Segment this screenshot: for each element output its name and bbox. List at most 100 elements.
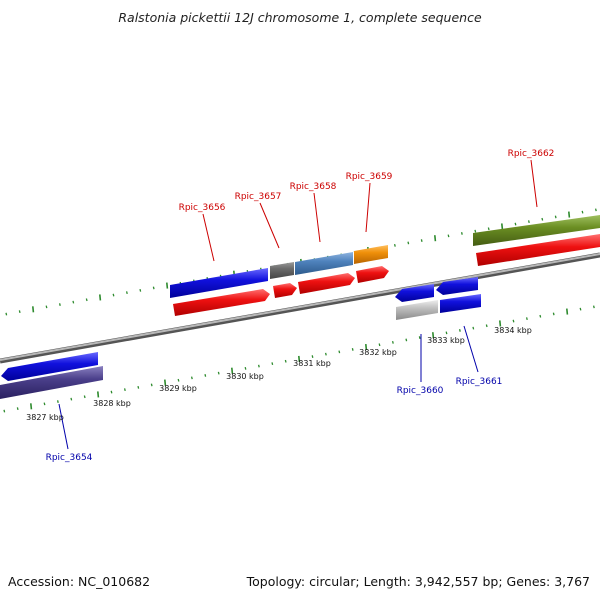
gene-rpic-3657[interactable] xyxy=(270,262,294,279)
axis-label: 3831 kbp xyxy=(293,359,331,368)
lower-cds-row xyxy=(1,277,478,381)
upper-minor-tick xyxy=(460,232,463,235)
upper-major-tick xyxy=(434,235,437,242)
lower-minor-tick xyxy=(324,352,327,356)
top-gene-labels: Rpic_3656 Rpic_3657 Rpic_3658 Rpic_3659 Rpic… xyxy=(179,149,555,213)
lower-minor-tick xyxy=(70,397,73,401)
gene-label-bottom: Rpic_3654 xyxy=(46,453,93,463)
genome-summary-text: Topology: circular; Length: 3,942,557 bp… xyxy=(246,574,590,589)
upper-major-tick xyxy=(166,282,169,289)
cds-rpic-3661[interactable] xyxy=(436,277,478,295)
upper-minor-tick xyxy=(112,293,115,297)
gene-rpic-3661[interactable] xyxy=(440,294,481,313)
axis-label: 3827 kbp xyxy=(26,413,64,422)
cds-rpic-3657[interactable] xyxy=(273,283,297,298)
lower-minor-tick xyxy=(137,385,140,389)
lower-minor-tick xyxy=(485,324,488,328)
lower-minor-tick xyxy=(271,362,274,366)
lower-major-tick xyxy=(566,308,569,315)
cds-rpic-3656[interactable] xyxy=(173,289,270,316)
gene-label-top: Rpic_3659 xyxy=(346,172,393,182)
axis-label: 3830 kbp xyxy=(226,372,264,381)
lower-minor-tick xyxy=(512,319,515,323)
upper-minor-tick xyxy=(487,227,490,231)
upper-minor-tick xyxy=(420,239,423,242)
lower-minor-tick xyxy=(525,317,528,321)
cds-rpic-3662[interactable] xyxy=(476,234,600,266)
upper-major-tick xyxy=(99,294,102,301)
accession-text: Accession: NC_010682 xyxy=(8,574,151,589)
gene-rpic-3656[interactable] xyxy=(170,268,268,298)
upper-minor-tick xyxy=(554,215,557,219)
leader-lines xyxy=(58,159,538,450)
lower-minor-tick xyxy=(16,407,19,411)
lower-major-tick xyxy=(97,391,100,398)
lower-minor-tick xyxy=(445,331,448,335)
lower-minor-tick xyxy=(592,305,595,309)
upper-minor-tick xyxy=(72,300,75,304)
cds-rpic-3658[interactable] xyxy=(298,273,355,294)
bottom-gene-labels: Rpic_3654 Rpic_3660 Rpic_3661 xyxy=(46,377,503,463)
cds-rpic-3660[interactable] xyxy=(395,284,434,302)
cds-rpic-3654[interactable] xyxy=(1,352,98,381)
lower-minor-tick xyxy=(552,312,555,316)
upper-tick-row xyxy=(5,208,597,316)
lower-minor-tick xyxy=(405,338,408,342)
gene-label-bottom: Rpic_3660 xyxy=(397,386,444,396)
upper-minor-tick xyxy=(393,243,396,247)
lower-minor-tick xyxy=(351,348,354,351)
lower-major-tick xyxy=(164,379,167,386)
upper-minor-tick xyxy=(58,303,61,306)
lower-gene-row xyxy=(0,294,481,399)
upper-minor-tick xyxy=(18,310,21,314)
lower-minor-tick xyxy=(190,376,193,380)
lower-minor-tick xyxy=(123,388,126,392)
lower-tick-row xyxy=(3,305,595,413)
lower-minor-tick xyxy=(257,364,260,368)
gene-label-top: Rpic_3658 xyxy=(290,182,337,192)
gene-rpic-3662[interactable] xyxy=(473,215,600,246)
upper-cds-row xyxy=(173,234,600,316)
axis-labels: 3827 kbp 3828 kbp 3829 kbp 3830 kbp 3831 kbp… xyxy=(26,326,532,422)
upper-minor-tick xyxy=(125,291,128,295)
lower-minor-tick xyxy=(472,326,475,330)
lower-minor-tick xyxy=(284,359,287,363)
lower-minor-tick xyxy=(418,336,421,339)
upper-minor-tick xyxy=(85,298,88,302)
gene-rpic-3660[interactable] xyxy=(396,300,438,320)
axis-label: 3834 kbp xyxy=(494,326,532,335)
lower-major-tick xyxy=(365,344,368,351)
upper-major-tick xyxy=(568,211,571,218)
lower-minor-tick xyxy=(43,402,46,406)
lower-minor-tick xyxy=(338,350,341,354)
upper-minor-tick xyxy=(152,286,155,290)
lower-minor-tick xyxy=(579,307,582,311)
lower-minor-tick xyxy=(378,343,381,347)
axis-label: 3828 kbp xyxy=(93,399,131,408)
lower-minor-tick xyxy=(311,355,314,358)
lower-minor-tick xyxy=(150,383,153,387)
upper-minor-tick xyxy=(527,220,530,224)
gene-rpic-3654[interactable] xyxy=(0,366,103,399)
axis-label: 3829 kbp xyxy=(159,384,197,393)
upper-gene-row xyxy=(170,215,600,298)
lower-minor-tick xyxy=(56,400,59,403)
lower-minor-tick xyxy=(391,340,394,344)
lower-major-tick xyxy=(298,355,301,362)
lower-minor-tick xyxy=(539,314,542,318)
upper-minor-tick xyxy=(407,241,410,245)
lower-minor-tick xyxy=(177,378,180,382)
gene-label-top: Rpic_3662 xyxy=(508,149,555,159)
gene-rpic-3659[interactable] xyxy=(354,245,388,264)
axis-label: 3833 kbp xyxy=(427,336,465,345)
lower-minor-tick xyxy=(458,329,461,332)
gene-rpic-3658[interactable] xyxy=(295,252,353,275)
map-title: Ralstonia pickettii 12J chromosome 1, co… xyxy=(118,10,482,25)
upper-minor-tick xyxy=(139,288,142,292)
lower-minor-tick xyxy=(110,390,113,394)
lower-major-tick xyxy=(231,367,234,374)
lower-minor-tick xyxy=(83,395,86,399)
upper-minor-tick xyxy=(514,222,517,226)
cds-rpic-3659[interactable] xyxy=(356,266,389,283)
